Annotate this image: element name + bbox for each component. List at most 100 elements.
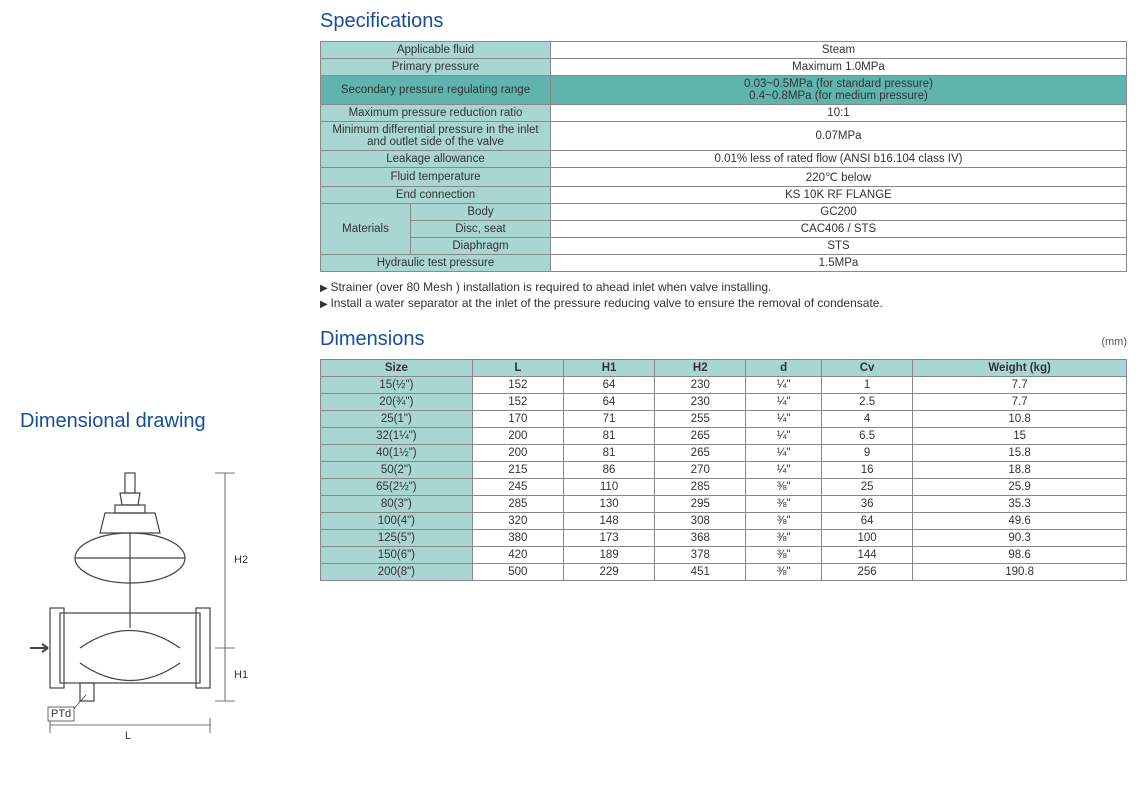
spec-value: 220℃ below: [551, 168, 1127, 187]
dim-cell: 64: [563, 394, 654, 411]
table-row: 15(½")15264230¼"17.7: [321, 377, 1127, 394]
dim-cell: 270: [655, 462, 746, 479]
spec-value: Steam: [551, 42, 1127, 59]
dim-cell: 189: [563, 547, 654, 564]
table-row: 150(6")420189378⅜"14498.6: [321, 547, 1127, 564]
dim-cell: 170: [472, 411, 563, 428]
dim-cell: 255: [655, 411, 746, 428]
spec-material-value: STS: [551, 238, 1127, 255]
spec-label: End connection: [321, 187, 551, 204]
dim-cell: 152: [472, 394, 563, 411]
table-row: 32(1¼")20081265¼"6.515: [321, 428, 1127, 445]
table-row: 125(5")380173368⅜"10090.3: [321, 530, 1127, 547]
drawing-label-ptd: PTd: [51, 708, 71, 720]
dim-size-cell: 125(5"): [321, 530, 473, 547]
dim-cell: 245: [472, 479, 563, 496]
dim-cell: 308: [655, 513, 746, 530]
dim-col-header: Cv: [822, 360, 913, 377]
spec-material-value: CAC406 / STS: [551, 221, 1127, 238]
spec-value: KS 10K RF FLANGE: [551, 187, 1127, 204]
dim-col-header: Size: [321, 360, 473, 377]
dim-size-cell: 150(6"): [321, 547, 473, 564]
dim-cell: 295: [655, 496, 746, 513]
dim-cell: 71: [563, 411, 654, 428]
install-note: Install a water separator at the inlet o…: [320, 296, 1127, 310]
dim-cell: 500: [472, 564, 563, 581]
dim-size-cell: 200(8"): [321, 564, 473, 581]
dim-cell: ⅜": [746, 564, 822, 581]
spec-material-value: GC200: [551, 204, 1127, 221]
dim-size-cell: 65(2½"): [321, 479, 473, 496]
dim-cell: 81: [563, 445, 654, 462]
specs-title: Specifications: [320, 10, 1127, 33]
install-notes: Strainer (over 80 Mesh ) installation is…: [320, 280, 1127, 310]
dim-cell: 16: [822, 462, 913, 479]
dimensions-table: SizeLH1H2dCvWeight (kg)15(½")15264230¼"1…: [320, 359, 1127, 581]
dim-cell: 285: [655, 479, 746, 496]
dim-cell: 200: [472, 428, 563, 445]
spec-label: Primary pressure: [321, 59, 551, 76]
spec-label: Hydraulic test pressure: [321, 255, 551, 272]
dim-size-cell: 80(3"): [321, 496, 473, 513]
dim-cell: 81: [563, 428, 654, 445]
dim-cell: ¼": [746, 377, 822, 394]
spec-value: 0.03~0.5MPa (for standard pressure) 0.4~…: [551, 76, 1127, 105]
dim-cell: 9: [822, 445, 913, 462]
dim-cell: 25.9: [913, 479, 1127, 496]
dim-cell: 4: [822, 411, 913, 428]
dim-cell: 451: [655, 564, 746, 581]
dim-cell: 6.5: [822, 428, 913, 445]
spec-value: 10:1: [551, 105, 1127, 122]
dim-cell: 200: [472, 445, 563, 462]
dim-cell: 265: [655, 445, 746, 462]
dim-cell: 7.7: [913, 377, 1127, 394]
table-row: 65(2½")245110285⅜"2525.9: [321, 479, 1127, 496]
dim-cell: 110: [563, 479, 654, 496]
spec-label: Maximum pressure reduction ratio: [321, 105, 551, 122]
dim-cell: 15.8: [913, 445, 1127, 462]
spec-value: 1.5MPa: [551, 255, 1127, 272]
spec-value: 0.01% less of rated flow (ANSI b16.104 c…: [551, 151, 1127, 168]
dim-cell: 18.8: [913, 462, 1127, 479]
dim-cell: 420: [472, 547, 563, 564]
table-row: 50(2")21586270¼"1618.8: [321, 462, 1127, 479]
table-row: 200(8")500229451⅜"256190.8: [321, 564, 1127, 581]
dim-cell: 230: [655, 377, 746, 394]
dim-cell: 130: [563, 496, 654, 513]
dim-col-header: L: [472, 360, 563, 377]
spec-label: Applicable fluid: [321, 42, 551, 59]
dim-cell: 25: [822, 479, 913, 496]
dim-col-header: H2: [655, 360, 746, 377]
dim-col-header: Weight (kg): [913, 360, 1127, 377]
dim-cell: 64: [822, 513, 913, 530]
dim-cell: 148: [563, 513, 654, 530]
table-row: 20(¾")15264230¼"2.57.7: [321, 394, 1127, 411]
dim-cell: ⅜": [746, 496, 822, 513]
drawing-label-l: L: [125, 730, 131, 742]
dim-cell: ⅜": [746, 547, 822, 564]
dim-cell: 90.3: [913, 530, 1127, 547]
dim-cell: ⅜": [746, 513, 822, 530]
dim-size-cell: 50(2"): [321, 462, 473, 479]
dim-cell: 86: [563, 462, 654, 479]
dim-cell: 215: [472, 462, 563, 479]
spec-materials-group: Materials: [321, 204, 411, 255]
dim-cell: 152: [472, 377, 563, 394]
dim-cell: 378: [655, 547, 746, 564]
dim-size-cell: 32(1¼"): [321, 428, 473, 445]
dim-size-cell: 40(1½"): [321, 445, 473, 462]
dim-cell: 229: [563, 564, 654, 581]
dim-cell: ¼": [746, 394, 822, 411]
dims-title: Dimensions: [320, 328, 424, 351]
drawing-label-h1: H1: [234, 669, 248, 681]
dim-cell: 144: [822, 547, 913, 564]
dim-cell: 1: [822, 377, 913, 394]
dim-size-cell: 25(1"): [321, 411, 473, 428]
dim-cell: 190.8: [913, 564, 1127, 581]
dim-cell: 320: [472, 513, 563, 530]
install-note: Strainer (over 80 Mesh ) installation is…: [320, 280, 1127, 294]
dim-col-header: d: [746, 360, 822, 377]
dim-cell: 15: [913, 428, 1127, 445]
dim-size-cell: 100(4"): [321, 513, 473, 530]
spec-label: Secondary pressure regulating range: [321, 76, 551, 105]
